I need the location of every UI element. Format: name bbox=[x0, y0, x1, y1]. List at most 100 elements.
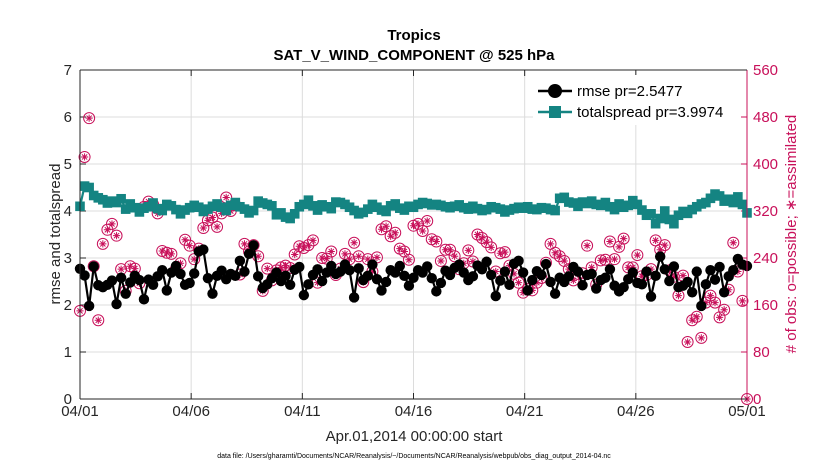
obs-assimilated-point bbox=[277, 263, 285, 271]
y-tick-label: 1 bbox=[64, 344, 72, 361]
rmse-point bbox=[111, 298, 122, 310]
rmse-point bbox=[577, 280, 588, 291]
obs-assimilated-point bbox=[583, 242, 591, 250]
rmse-point bbox=[161, 285, 173, 296]
rmse-point bbox=[627, 267, 638, 278]
obs-assimilated-point bbox=[80, 153, 89, 161]
obs-assimilated-point bbox=[254, 252, 262, 260]
obs-assimilated-point bbox=[652, 236, 660, 244]
x-tick-label: 04/01 bbox=[61, 403, 99, 420]
y2-tick-label: 480 bbox=[753, 109, 778, 126]
obs-possible-point bbox=[581, 239, 594, 252]
y-tick-label: 0 bbox=[64, 391, 72, 408]
obs-assimilated-point bbox=[208, 213, 217, 222]
rmse-point bbox=[376, 285, 387, 296]
rmse-point bbox=[668, 261, 680, 272]
rmse-point bbox=[476, 264, 488, 275]
obs-possible-point bbox=[416, 224, 429, 237]
rmse-point bbox=[705, 265, 716, 276]
obs-assimilated-point bbox=[117, 265, 125, 273]
obs-assimilated-point bbox=[281, 262, 290, 270]
rmse-point bbox=[284, 279, 296, 290]
y-tick-label: 2 bbox=[64, 297, 72, 314]
rmse-point bbox=[422, 261, 433, 272]
rmse-point bbox=[517, 267, 529, 278]
obs-assimilated-point bbox=[263, 264, 271, 273]
rmse-point bbox=[664, 275, 675, 287]
obs-assimilated-point bbox=[350, 239, 358, 247]
obs-assimilated-point bbox=[341, 250, 349, 258]
obs-assimilated-point bbox=[400, 247, 408, 256]
totalspread-point bbox=[609, 204, 620, 215]
totalspread-point bbox=[148, 198, 158, 208]
obs-possible-point bbox=[617, 232, 630, 245]
obs-assimilated-point bbox=[163, 249, 171, 257]
totalspread-point bbox=[728, 197, 739, 208]
obs-assimilated-point bbox=[638, 272, 646, 280]
rmse-point bbox=[499, 266, 511, 277]
totalspread-point bbox=[221, 205, 231, 216]
rmse-point bbox=[243, 248, 255, 259]
obs-possible-point bbox=[380, 220, 393, 233]
rmse-point bbox=[88, 261, 99, 272]
obs-assimilated-point bbox=[597, 256, 605, 264]
rmse-point bbox=[316, 275, 328, 287]
legend: rmse pr=2.5477 totalspread pr=3.9974 bbox=[533, 75, 741, 125]
rmse-point bbox=[682, 276, 693, 288]
rmse-point bbox=[636, 279, 648, 290]
rmse-point bbox=[650, 270, 661, 282]
obs-possible-point bbox=[485, 241, 498, 254]
obs-assimilated-point bbox=[496, 249, 504, 257]
rmse-point bbox=[252, 271, 264, 282]
series-layer bbox=[74, 112, 753, 405]
totalspread-point bbox=[120, 204, 131, 214]
rmse-point bbox=[513, 255, 524, 267]
rmse-point bbox=[403, 280, 415, 291]
obs-possible-point bbox=[553, 250, 566, 263]
obs-assimilated-point bbox=[382, 222, 390, 230]
obs-assimilated-point bbox=[615, 243, 623, 251]
obs-assimilated-point bbox=[693, 313, 701, 321]
obs-assimilated-point bbox=[323, 254, 331, 263]
obs-assimilated-point bbox=[405, 256, 413, 264]
obs-assimilated-point bbox=[501, 248, 509, 256]
obs-possible-point bbox=[211, 220, 224, 233]
obs-possible-point bbox=[96, 237, 109, 250]
rmse-point bbox=[536, 269, 547, 281]
rmse-point bbox=[312, 264, 323, 275]
obs-possible-point bbox=[736, 294, 749, 307]
obs-assimilated-point bbox=[176, 259, 185, 267]
obs-assimilated-point bbox=[551, 249, 559, 257]
totalspread-point bbox=[650, 218, 661, 229]
obs-assimilated-point bbox=[601, 256, 609, 264]
totalspread-point bbox=[669, 218, 679, 229]
obs-possible-point bbox=[709, 296, 722, 309]
rmse-point bbox=[641, 266, 652, 277]
obs-assimilated-point bbox=[99, 240, 107, 248]
totalspread-point bbox=[267, 201, 277, 211]
obs-possible-point bbox=[325, 245, 338, 258]
x-tick-label: 04/16 bbox=[395, 403, 433, 420]
rmse-point bbox=[495, 275, 506, 286]
totalspread-point bbox=[381, 206, 391, 217]
totalspread-point bbox=[737, 199, 748, 210]
obs-possible-point bbox=[603, 235, 616, 248]
totalspread-point bbox=[248, 205, 259, 216]
obs-assimilated-point bbox=[729, 239, 737, 247]
rmse-point bbox=[230, 270, 241, 282]
obs-assimilated-point bbox=[437, 257, 445, 265]
obs-assimilated-point bbox=[556, 252, 564, 260]
rmse-point bbox=[147, 279, 159, 290]
totalspread-point bbox=[714, 191, 725, 201]
totalspread-point bbox=[733, 192, 743, 202]
legend-box bbox=[533, 75, 741, 125]
obs-possible-point bbox=[302, 239, 315, 252]
x-tick-label: 04/21 bbox=[506, 403, 544, 420]
rmse-point bbox=[481, 256, 492, 267]
obs-possible-point bbox=[631, 249, 644, 262]
rmse-point bbox=[362, 270, 374, 282]
rmse-point bbox=[134, 274, 145, 286]
obs-assimilated-point bbox=[300, 244, 308, 252]
obs-assimilated-point bbox=[423, 217, 431, 225]
obs-possible-point bbox=[352, 250, 365, 263]
